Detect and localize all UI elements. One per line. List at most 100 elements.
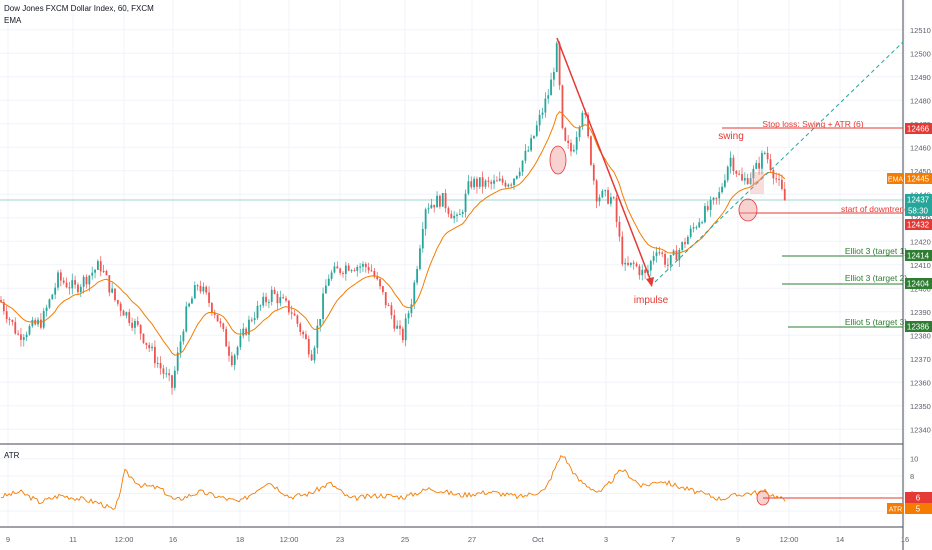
candle-body: [507, 184, 510, 187]
impulse-line[interactable]: [556, 37, 653, 285]
candle-body: [273, 289, 276, 294]
candle-body: [701, 222, 703, 224]
price-tick-label: 12340: [910, 425, 931, 434]
price-tick-label: 12430: [910, 214, 931, 223]
candle-body: [413, 282, 416, 305]
candle-body: [82, 276, 85, 287]
candle-body: [54, 287, 57, 295]
time-tick-label: 12:00: [280, 535, 299, 544]
candle-body: [319, 318, 322, 326]
candle-body: [330, 272, 333, 279]
candle-body: [635, 263, 638, 267]
trend-line-dashed[interactable]: [654, 41, 904, 283]
candle-body: [336, 266, 339, 269]
ema-price-box: [905, 173, 932, 184]
candle-body: [102, 270, 105, 272]
candle-body: [763, 152, 766, 154]
candle-body: [766, 152, 769, 160]
candle-body: [461, 212, 464, 214]
candle-body: [604, 190, 607, 192]
candle-body: [681, 242, 684, 250]
time-tick-label: Oct: [532, 535, 545, 544]
candle-body: [547, 95, 550, 99]
candle-body: [749, 178, 752, 185]
candle-body: [504, 182, 507, 187]
candle-body: [62, 280, 65, 283]
candle-body: [490, 181, 493, 184]
candle-body: [208, 292, 210, 304]
candle-body: [222, 323, 225, 330]
candle-body: [25, 334, 28, 338]
candle-body: [293, 313, 296, 316]
candle-body: [353, 270, 356, 272]
candle-body: [139, 324, 142, 334]
atr-value: 5: [916, 505, 921, 514]
candle-body: [430, 204, 433, 209]
candle-body: [513, 178, 515, 186]
price-tick-label: 12370: [910, 355, 931, 364]
candle-body: [684, 242, 686, 245]
candle-body: [561, 85, 564, 129]
candle-body: [470, 181, 473, 188]
candle-body: [416, 269, 418, 283]
candle-body: [689, 228, 692, 237]
candle-body: [761, 153, 763, 169]
impulse-text: impulse: [634, 295, 669, 306]
candle-body: [533, 135, 535, 139]
candle-body: [211, 303, 213, 313]
candle-body: [270, 289, 273, 302]
candle-body: [487, 180, 490, 182]
candle-body: [310, 354, 313, 361]
countdown-box: [905, 205, 932, 216]
atr-line: [0, 454, 786, 510]
candle-body: [154, 346, 156, 364]
time-tick-label: 27: [468, 535, 476, 544]
candle-body: [313, 347, 316, 361]
candle-body: [467, 181, 470, 194]
candle-body: [145, 342, 148, 345]
candle-body: [661, 252, 664, 254]
candle-body: [11, 319, 14, 323]
candle-body: [239, 335, 242, 348]
time-tick-label: 23: [336, 535, 344, 544]
candle-body: [236, 347, 239, 356]
candle-body: [148, 344, 151, 349]
candle-body: [253, 318, 256, 321]
candle-body: [77, 284, 79, 293]
candle-body: [575, 137, 578, 150]
candle-body: [370, 270, 373, 272]
candle-body: [31, 319, 34, 327]
atr-level-box: [905, 492, 932, 503]
candle-body: [686, 236, 689, 245]
candle-body: [262, 296, 265, 306]
candle-body: [134, 321, 136, 328]
time-tick-label: 9: [736, 535, 740, 544]
candle-body: [724, 180, 726, 187]
atr-level: 6: [916, 494, 921, 503]
stop-loss-price: 12466: [907, 125, 930, 134]
candle-body: [410, 304, 413, 314]
candle-body: [327, 278, 330, 286]
candle-body: [48, 299, 51, 308]
candle-body: [131, 322, 133, 328]
chart-title: Dow Jones FXCM Dollar Index, 60, FXCM: [4, 4, 154, 13]
candle-body: [601, 190, 604, 198]
candle-body: [610, 197, 612, 204]
candle-body: [453, 215, 456, 219]
candle-body: [738, 173, 741, 175]
atr-tag: ATR: [889, 507, 902, 514]
candle-body: [42, 311, 45, 328]
candle-body: [564, 128, 567, 141]
price-tick-label: 12390: [910, 308, 931, 317]
candle-body: [2, 302, 5, 312]
candle-body: [250, 319, 253, 321]
candle-body: [305, 334, 307, 339]
ema-tag: EMA: [888, 177, 904, 184]
candle-body: [590, 136, 592, 165]
candle-body: [285, 298, 287, 301]
time-tick-label: 12:00: [780, 535, 799, 544]
time-tick-label: 3: [604, 535, 608, 544]
time-axis[interactable]: 9 11 12:00 16 18 12:00 23 25 27 Oct 3 7 9 12:00 14 16: [6, 535, 909, 544]
candle-body: [51, 294, 54, 300]
